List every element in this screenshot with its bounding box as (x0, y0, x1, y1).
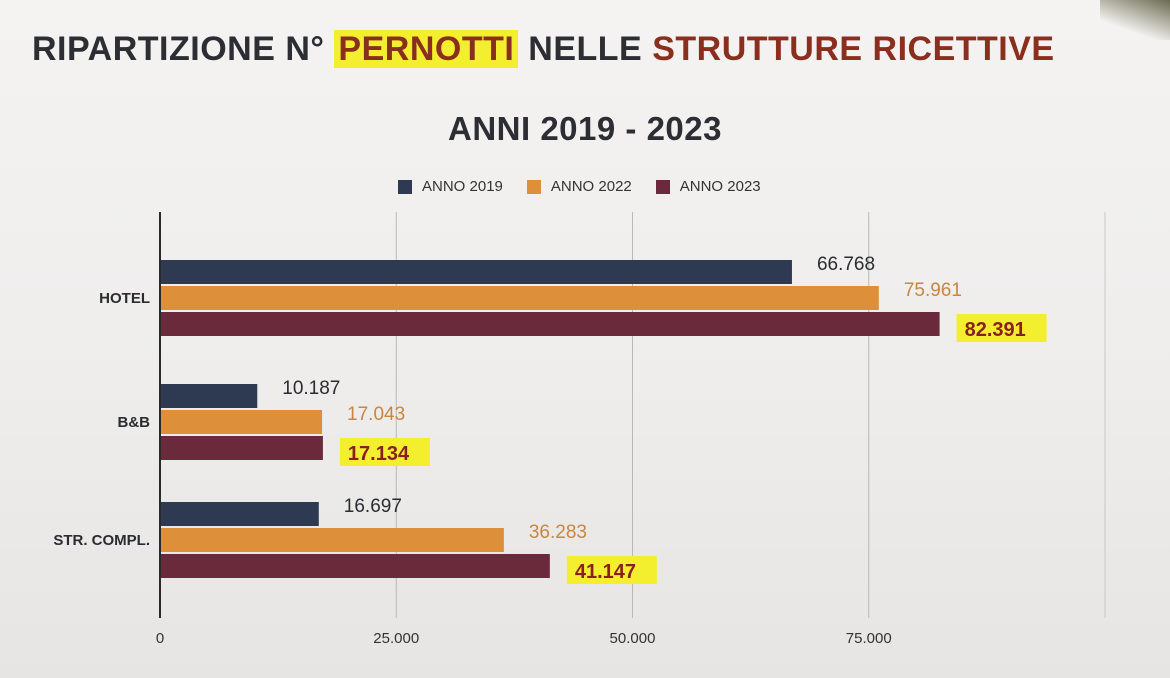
data-label-1-1: 17.043 (347, 404, 405, 425)
data-label-0-0: 66.768 (817, 254, 875, 275)
legend-item-2: ANNO 2023 (655, 178, 761, 195)
bar-2-2 (161, 554, 550, 578)
x-tick-label-3: 75.000 (846, 630, 892, 647)
data-label-2-1: 36.283 (529, 522, 587, 543)
data-label-1-0: 10.187 (282, 378, 340, 399)
data-label-1-2: 17.134 (348, 443, 410, 465)
data-label-2-2: 41.147 (575, 561, 636, 583)
chart-subtitle: ANNI 2019 - 2023 (448, 110, 722, 147)
legend-label-2: ANNO 2023 (679, 178, 761, 195)
bar-0-2 (161, 312, 940, 336)
legend-item-1: ANNO 2022 (526, 178, 632, 195)
bar-0-1 (161, 286, 879, 310)
x-tick-label-1: 25.000 (373, 630, 419, 647)
bar-1-0 (161, 384, 258, 408)
data-label-highlight-1 (339, 438, 430, 466)
legend-item-0: ANNO 2019 (398, 178, 503, 195)
category-label-2: STR. COMPL. (53, 532, 150, 549)
legend-swatch-0 (398, 179, 412, 194)
data-label-0-1: 75.961 (904, 280, 962, 301)
title-part1: RIPARTIZIONE N° (32, 30, 325, 68)
x-tick-label-0: 0 (156, 630, 164, 647)
data-label-highlight-0 (956, 314, 1047, 342)
legend-label-0: ANNO 2019 (422, 178, 503, 195)
x-tick-label-2: 50.000 (610, 630, 656, 647)
category-label-0: HOTEL (99, 290, 150, 307)
bar-2-1 (161, 528, 504, 552)
photo-shadow (1100, 0, 1170, 40)
data-label-highlight-2 (566, 556, 657, 584)
bar-1-2 (161, 436, 323, 460)
data-label-2-0: 16.697 (344, 496, 402, 517)
legend-swatch-1 (526, 179, 541, 194)
bar-2-0 (161, 502, 319, 526)
legend-swatch-2 (655, 179, 670, 194)
data-label-0-2: 82.391 (965, 319, 1026, 341)
legend-label-1: ANNO 2022 (550, 178, 632, 195)
title-highlight: PERNOTTI (334, 30, 519, 68)
bar-0-0 (161, 260, 792, 284)
chart-legend: ANNO 2019 ANNO 2022 ANNO 2023 (398, 178, 761, 195)
title-part3: STRUTTURE RICETTIVE (652, 30, 1055, 68)
bar-1-1 (161, 410, 323, 434)
category-label-1: B&B (118, 414, 151, 431)
title-part2: NELLE (528, 30, 643, 68)
chart-title: RIPARTIZIONE N° PERNOTTI NELLE STRUTTURE… (32, 30, 1142, 69)
